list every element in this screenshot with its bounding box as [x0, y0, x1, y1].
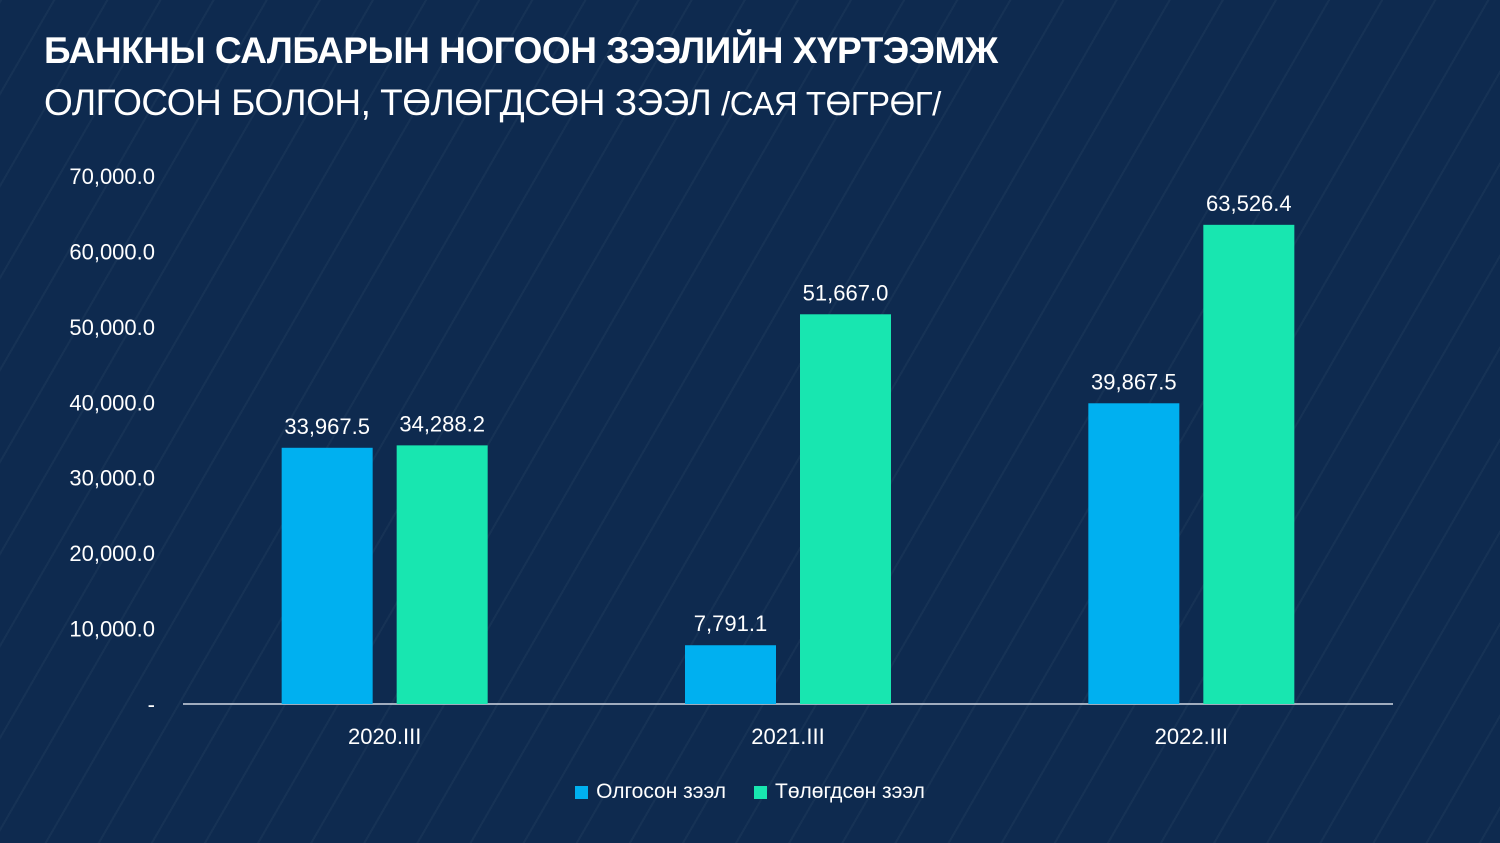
- bar: [1203, 224, 1295, 704]
- y-tick-label: 70,000.0: [69, 164, 155, 189]
- bar: [281, 447, 373, 704]
- legend: Олгосон зээл Төлөгдсөн зээл: [0, 780, 1500, 804]
- bar: [685, 645, 776, 704]
- legend-swatch-repaid: [754, 785, 768, 799]
- chart-title: БАНКНЫ САЛБАРЫН НОГООН ЗЭЭЛИЙН ХҮРТЭЭМЖ: [44, 30, 998, 71]
- y-tick-label: 10,000.0: [69, 617, 155, 642]
- legend-item-issued: Олгосон зээл: [575, 780, 726, 804]
- x-tick-label: 2020.III: [348, 724, 421, 749]
- y-tick-label: 20,000.0: [69, 541, 155, 566]
- y-tick-label: 50,000.0: [69, 315, 155, 340]
- bar: [1088, 403, 1180, 704]
- subtitle-main: ОЛГОСОН БОЛОН, ТӨЛӨГДСӨН ЗЭЭЛ: [44, 82, 712, 123]
- bar: [396, 445, 488, 704]
- y-tick-label: -: [148, 692, 155, 717]
- legend-label-repaid: Төлөгдсөн зээл: [775, 780, 925, 803]
- data-label: 34,288.2: [399, 411, 485, 436]
- bar: [800, 314, 891, 704]
- y-tick-label: 60,000.0: [69, 239, 155, 264]
- data-label: 51,667.0: [803, 280, 889, 305]
- chart-subtitle: ОЛГОСОН БОЛОН, ТӨЛӨГДСӨН ЗЭЭЛ /САЯ ТӨГРӨ…: [44, 82, 941, 124]
- legend-label-issued: Олгосон зээл: [596, 780, 727, 803]
- y-tick-label: 40,000.0: [69, 390, 155, 415]
- legend-item-repaid: Төлөгдсөн зээл: [754, 780, 925, 804]
- data-label: 39,867.5: [1091, 369, 1177, 394]
- data-label: 33,967.5: [284, 414, 370, 439]
- subtitle-unit: /САЯ ТӨГРӨГ/: [721, 85, 941, 122]
- x-tick-label: 2022.III: [1155, 724, 1228, 749]
- data-label: 63,526.4: [1206, 191, 1292, 216]
- legend-swatch-issued: [575, 785, 589, 799]
- y-tick-label: 30,000.0: [69, 466, 155, 491]
- x-tick-label: 2021.III: [751, 724, 824, 749]
- data-label: 7,791.1: [694, 611, 767, 636]
